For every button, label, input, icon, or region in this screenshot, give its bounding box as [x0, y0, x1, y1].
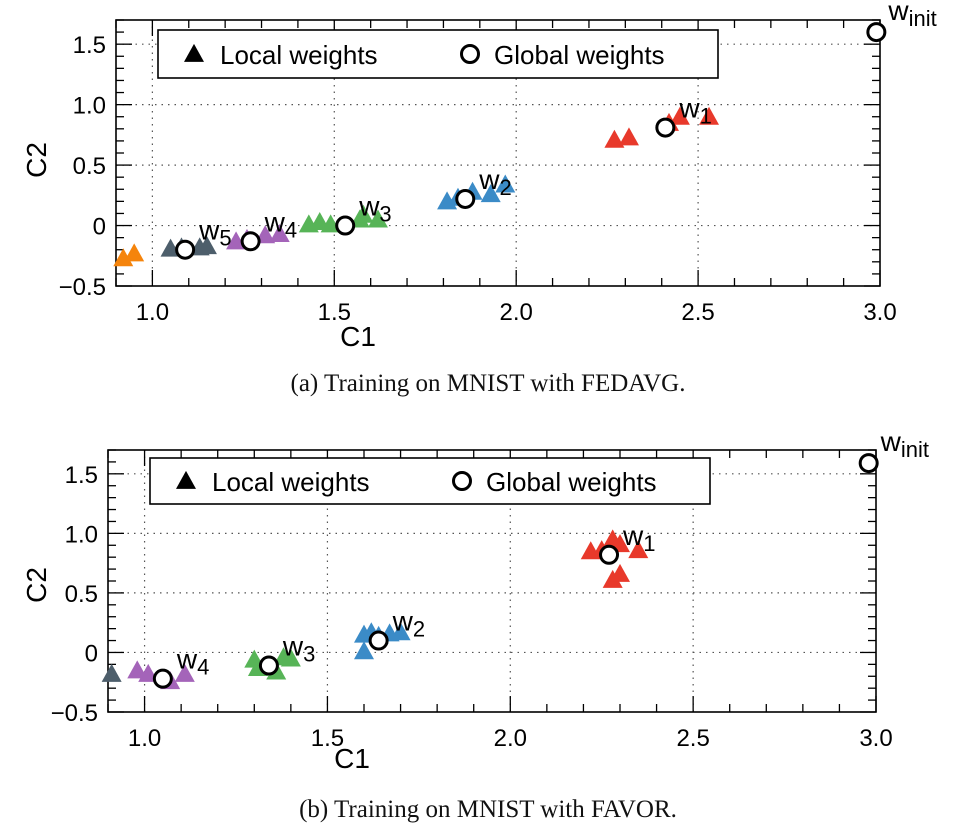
local-weight-point — [280, 648, 301, 667]
x-tick-label: 2.0 — [494, 725, 527, 752]
legend-box — [157, 29, 719, 79]
legend: Local weights Global weights — [149, 457, 711, 505]
local-weight-point — [124, 243, 145, 262]
local-weight-point — [618, 127, 639, 146]
y-tick-label: 1.5 — [73, 32, 106, 59]
local-weight-point — [101, 663, 122, 682]
global-weight-point — [258, 655, 279, 676]
legend-entry-local: Local weights — [220, 40, 378, 70]
legend-entry-global: Global weights — [486, 467, 657, 497]
y-tick-label: −0.5 — [59, 274, 106, 301]
x-tick-label: 1.5 — [318, 299, 351, 326]
local-weight-point — [628, 540, 649, 559]
local-weight-point — [367, 209, 388, 228]
global-weight-label: w4 — [176, 644, 209, 680]
local-weight-point — [269, 224, 290, 243]
grid — [116, 20, 880, 286]
global-weight-point — [866, 22, 887, 43]
x-tick-label: 3.0 — [859, 725, 892, 752]
legend: Local weights Global weights — [157, 29, 719, 79]
local-weight-point — [127, 660, 148, 679]
global-weight-label: w4 — [264, 206, 297, 242]
x-tick-label: 2.5 — [676, 725, 709, 752]
global-weight-label: w2 — [478, 164, 511, 200]
x-tick-label: 1.0 — [128, 725, 161, 752]
y-tick-label: 0.5 — [65, 581, 98, 608]
x-axis-label: C1 — [340, 321, 376, 352]
global-weight-label: w1 — [622, 520, 655, 556]
y-tick-label: 0 — [85, 640, 98, 667]
local-weight-point — [196, 236, 217, 255]
chart-b: 1.0 1.5 2.0 2.5 3.0−0.500.51.01.5C1C2winitw1… — [21, 426, 929, 774]
legend-triangle-icon — [176, 470, 196, 489]
local-weight-group — [113, 243, 145, 267]
local-weight-point — [174, 663, 195, 682]
chart-a: 1.0 1.5 2.0 2.5 3.0−0.500.51.01.5C1C2winitw1… — [21, 0, 937, 352]
global-weight-label: w3 — [358, 191, 391, 227]
global-weight-label: winit — [880, 426, 929, 462]
local-weight-point — [495, 174, 516, 193]
x-axis-label: C1 — [334, 743, 370, 774]
y-tick-label: 0 — [93, 214, 106, 241]
x-tick-label: 1.5 — [311, 725, 344, 752]
y-tick-label: 1.0 — [73, 93, 106, 120]
local-weight-point — [390, 622, 411, 641]
local-weight-point — [353, 204, 374, 223]
global-weight-label: w3 — [282, 631, 315, 667]
global-weight-point — [655, 117, 676, 138]
caption-a: (a) Training on MNIST with FEDAVG. — [290, 370, 686, 397]
y-tick-label: 1.5 — [65, 462, 98, 489]
y-tick-label: 0.5 — [73, 153, 106, 180]
legend-entry-global: Global weights — [494, 40, 665, 70]
x-tick-label: 2.5 — [681, 299, 714, 326]
global-weights: winit w1 w2 w3 w4 — [152, 426, 929, 689]
global-weights: winit w1 w2 w3 w4 w5 — [175, 0, 937, 260]
legend-box — [149, 457, 711, 505]
global-weight-point — [858, 453, 879, 474]
local-weight-point — [354, 641, 374, 660]
local-weight-point — [480, 184, 501, 203]
local-weight-point — [113, 248, 134, 267]
x-tick-label: 2.0 — [500, 299, 533, 326]
global-weight-point — [335, 215, 356, 236]
y-axis-label: C2 — [21, 567, 52, 603]
legend-entry-local: Local weights — [212, 467, 370, 497]
y-axis-label: C2 — [21, 142, 52, 178]
global-weight-point — [240, 231, 261, 252]
local-weight-point — [699, 106, 720, 125]
legend-circle-icon — [452, 471, 472, 491]
global-weight-point — [152, 668, 173, 689]
legend-circle-icon — [460, 44, 480, 64]
global-weight-point — [599, 544, 620, 565]
global-weight-label: winit — [887, 0, 936, 31]
caption-b: (b) Training on MNIST with FAVOR. — [299, 796, 677, 823]
global-weight-point — [455, 188, 476, 209]
local-weight-point — [610, 563, 630, 582]
y-tick-label: 1.0 — [65, 521, 98, 548]
local-weight-point — [669, 106, 690, 125]
global-weight-point — [175, 239, 196, 260]
x-tick-label: 1.0 — [136, 299, 169, 326]
local-weight-group — [101, 663, 122, 682]
global-weight-point — [368, 630, 389, 651]
y-tick-label: −0.5 — [51, 700, 98, 727]
global-weight-label: w5 — [198, 215, 231, 251]
global-weight-label: w2 — [392, 606, 425, 642]
legend-triangle-icon — [184, 43, 204, 62]
x-tick-label: 3.0 — [863, 299, 896, 326]
global-weight-label: w1 — [678, 93, 711, 129]
ticks — [115, 19, 881, 287]
local-weight-point — [604, 129, 625, 148]
